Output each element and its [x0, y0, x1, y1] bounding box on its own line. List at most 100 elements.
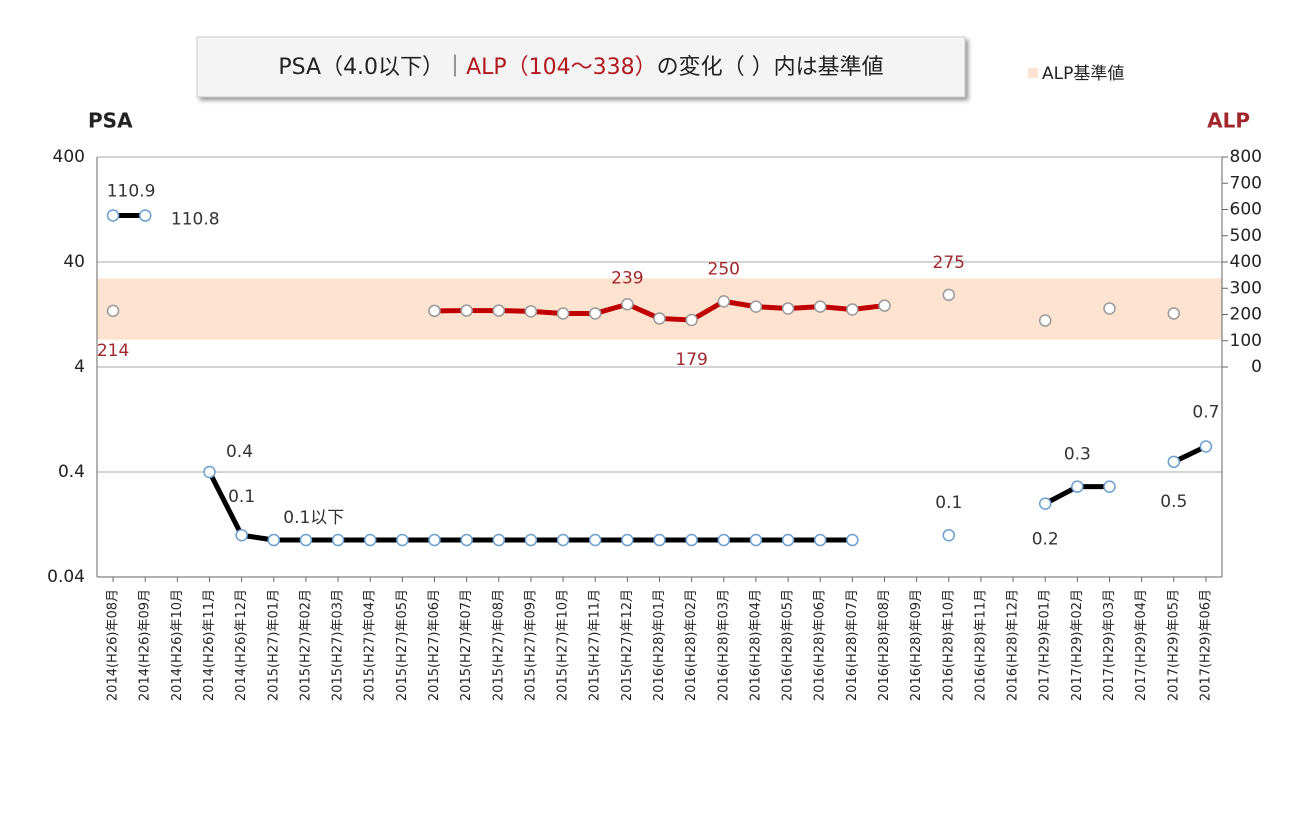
data-point: [783, 535, 794, 546]
chart-title: PSA（4.0以下）｜ALP（104〜338）の変化（ ）内は基準値: [278, 55, 883, 80]
x-tick-label: 2015(H27)年04月: [363, 589, 378, 701]
reference-band: [97, 278, 1222, 339]
data-point: [815, 301, 826, 312]
data-point: [654, 313, 665, 324]
x-tick-label: 2016(H28)年04月: [748, 589, 763, 701]
y-tick-label: 0.4: [58, 462, 85, 482]
data-point: [558, 308, 569, 319]
y-axis-label: PSA: [88, 109, 133, 133]
x-tick-label: 2016(H28)年05月: [781, 589, 796, 701]
data-point: [718, 296, 729, 307]
y-tick-label: 0.04: [47, 567, 85, 587]
x-tick-label: 2017(H29)年04月: [1134, 589, 1149, 701]
x-tick-label: 2016(H28)年12月: [1006, 589, 1021, 701]
legend-label: ALP基準値: [1042, 64, 1124, 84]
title-part: の変化（ ）内は基準値: [657, 55, 884, 80]
x-tick-label: 2016(H28)年11月: [973, 589, 988, 701]
data-point: [1040, 498, 1051, 509]
data-point: [686, 535, 697, 546]
title-part: PSA（4.0以下）｜: [278, 55, 466, 80]
x-tick-label: 2014(H26)年12月: [234, 589, 249, 701]
data-point: [1040, 315, 1051, 326]
data-label: 214: [97, 341, 129, 361]
x-tick-label: 2015(H27)年01月: [266, 589, 281, 701]
data-point: [718, 535, 729, 546]
y2-tick-label: 600: [1230, 200, 1262, 220]
data-label: 179: [675, 350, 707, 370]
y-tick-label: 400: [53, 147, 85, 167]
x-tick-label: 2016(H28)年08月: [877, 589, 892, 701]
data-point: [333, 535, 344, 546]
data-label: 0.1以下: [283, 508, 344, 528]
data-point: [429, 535, 440, 546]
y2-tick-label: 200: [1230, 305, 1262, 325]
y2-tick-label: 0: [1251, 357, 1262, 377]
y-tick-label: 40: [63, 252, 85, 272]
y2-tick-label: 400: [1230, 252, 1262, 272]
data-label: 0.7: [1192, 402, 1219, 422]
data-point: [236, 530, 247, 541]
data-point: [1168, 456, 1179, 467]
data-point: [461, 535, 472, 546]
data-label: 110.9: [107, 181, 156, 201]
data-point: [622, 299, 633, 310]
x-tick-label: 2015(H27)年03月: [331, 589, 346, 701]
legend-swatch: [1028, 68, 1038, 78]
data-point: [847, 535, 858, 546]
x-tick-label: 2017(H29)年01月: [1038, 589, 1053, 701]
data-point: [493, 305, 504, 316]
data-point: [943, 289, 954, 300]
data-label: 239: [611, 268, 643, 288]
data-point: [590, 308, 601, 319]
x-tick-label: 2015(H27)年11月: [588, 589, 603, 701]
y2-tick-label: 300: [1230, 278, 1262, 298]
data-label: 0.4: [226, 442, 253, 462]
data-label: 250: [708, 259, 740, 279]
data-point: [525, 306, 536, 317]
data-point: [204, 467, 215, 478]
data-point: [1072, 481, 1083, 492]
x-tick-label: 2017(H29)年03月: [1102, 589, 1117, 701]
data-point: [108, 305, 119, 316]
x-tick-label: 2014(H26)年11月: [202, 589, 217, 701]
x-tick-label: 2015(H27)年06月: [427, 589, 442, 701]
data-label: 0.1: [935, 493, 962, 513]
data-point: [365, 535, 376, 546]
x-tick-label: 2015(H27)年09月: [523, 589, 538, 701]
y2-tick-label: 500: [1230, 226, 1262, 246]
x-tick-label: 2015(H27)年08月: [491, 589, 506, 701]
data-point: [815, 535, 826, 546]
data-point: [140, 210, 151, 221]
x-tick-label: 2016(H28)年01月: [652, 589, 667, 701]
data-point: [397, 535, 408, 546]
data-label: 110.8: [171, 210, 220, 230]
x-tick-label: 2016(H28)年07月: [845, 589, 860, 701]
x-tick-label: 2016(H28)年03月: [716, 589, 731, 701]
data-point: [847, 304, 858, 315]
data-point: [1104, 481, 1115, 492]
x-tick-label: 2015(H27)年10月: [556, 589, 571, 701]
data-point: [525, 535, 536, 546]
x-tick-label: 2016(H28)年06月: [813, 589, 828, 701]
x-tick-label: 2014(H26)年08月: [106, 589, 121, 701]
series-line: [210, 472, 853, 540]
title-part: ALP（104〜338）: [466, 55, 657, 80]
x-tick-label: 2017(H29)年05月: [1166, 589, 1181, 701]
data-point: [590, 535, 601, 546]
x-tick-label: 2015(H27)年07月: [459, 589, 474, 701]
data-point: [686, 315, 697, 326]
data-label: 0.2: [1032, 530, 1059, 550]
y2-axis-label: ALP: [1207, 109, 1250, 133]
y2-tick-label: 100: [1230, 331, 1262, 351]
data-point: [879, 300, 890, 311]
data-label: 0.1: [228, 487, 255, 507]
y-tick-label: 4: [74, 357, 85, 377]
data-point: [300, 535, 311, 546]
y2-tick-label: 700: [1230, 173, 1262, 193]
data-point: [268, 535, 279, 546]
data-point: [622, 535, 633, 546]
data-point: [1200, 441, 1211, 452]
x-tick-label: 2015(H27)年12月: [620, 589, 635, 701]
data-point: [429, 305, 440, 316]
